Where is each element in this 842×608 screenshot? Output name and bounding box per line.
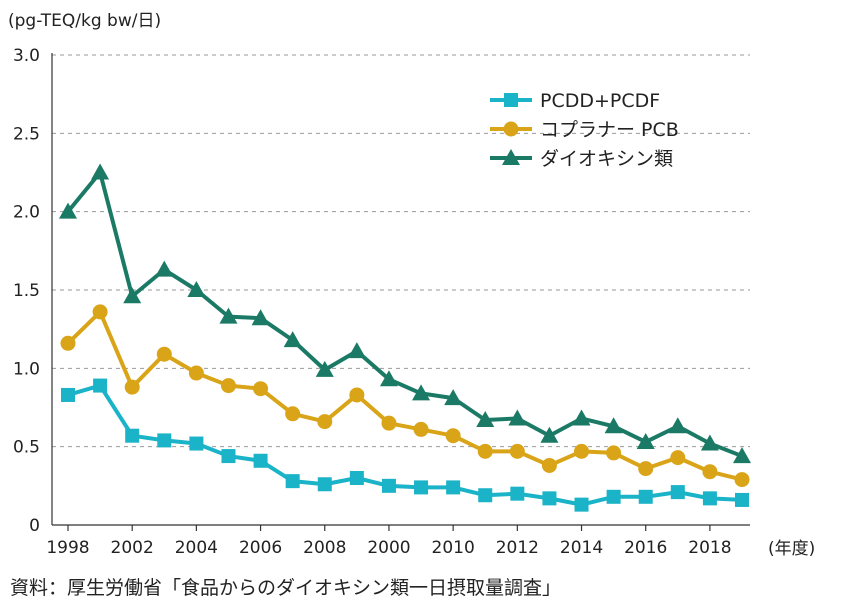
x-tick-label: 2016	[624, 538, 667, 558]
data-point-square	[574, 497, 589, 512]
data-point-triangle	[155, 260, 174, 277]
data-point-circle	[220, 378, 236, 394]
data-point-circle	[124, 379, 140, 395]
data-point-circle	[188, 365, 204, 381]
data-point-circle	[541, 457, 557, 473]
data-point-triangle	[347, 342, 366, 359]
x-tick-label: 2018	[688, 538, 731, 558]
series-line-square	[67, 383, 743, 507]
data-point-circle	[606, 445, 622, 461]
data-point-triangle	[59, 202, 77, 219]
data-point-circle	[349, 387, 365, 403]
data-point-triangle	[315, 360, 334, 377]
data-point-circle	[702, 464, 718, 480]
x-tick-label: 2004	[175, 538, 218, 558]
data-point-triangle	[733, 447, 751, 464]
y-tick-label: 0.5	[13, 438, 40, 458]
data-point-circle	[60, 335, 76, 351]
data-point-square	[253, 453, 268, 468]
data-point-circle	[509, 443, 525, 459]
y-tick-label: 1.5	[13, 281, 40, 301]
x-axis-unit-label: (年度)	[768, 539, 816, 559]
data-point-square	[510, 486, 525, 501]
data-point-triangle	[219, 307, 238, 324]
x-tick-label: 1998	[46, 538, 89, 558]
data-point-square	[638, 489, 653, 504]
data-point-triangle	[604, 417, 623, 434]
x-tick-label: 2014	[560, 538, 603, 558]
data-point-square	[606, 489, 621, 504]
data-point-square	[542, 491, 557, 506]
data-point-triangle	[636, 432, 655, 449]
data-point-circle	[381, 415, 397, 431]
data-point-square	[189, 436, 204, 451]
data-point-circle	[670, 450, 686, 466]
series-line-triangle	[66, 170, 743, 458]
data-point-circle	[156, 346, 172, 362]
source-note: 資料：厚生労働省「食品からのダイオキシン類一日摂取量調査」	[10, 577, 562, 599]
data-point-circle	[92, 304, 108, 320]
series-line-circle	[66, 309, 743, 482]
legend-marker-square	[504, 93, 518, 107]
x-tick-label: 2000	[367, 538, 410, 558]
x-tick-label: 2006	[239, 538, 282, 558]
data-point-circle	[638, 461, 654, 477]
data-point-triangle	[91, 163, 110, 180]
x-tick-label: 2012	[496, 538, 539, 558]
y-tick-label: 0	[29, 516, 40, 536]
data-point-square	[317, 477, 332, 492]
data-point-square	[93, 378, 108, 393]
data-point-triangle	[668, 417, 687, 434]
data-point-circle	[253, 381, 269, 397]
legend-marker-circle	[503, 121, 519, 137]
data-point-circle	[413, 421, 429, 437]
data-point-square	[414, 480, 429, 495]
data-point-triangle	[379, 370, 398, 387]
data-point-square	[61, 387, 75, 402]
x-tick-label: 2008	[303, 538, 346, 558]
y-tick-label: 1.0	[13, 359, 40, 379]
y-tick-label: 3.0	[13, 46, 40, 66]
data-point-square	[381, 478, 396, 493]
data-point-square	[221, 449, 236, 464]
data-point-square	[157, 433, 172, 448]
data-point-circle	[317, 414, 333, 430]
data-point-triangle	[444, 389, 463, 406]
data-point-square	[125, 428, 140, 443]
data-point-square	[446, 480, 461, 495]
data-point-triangle	[476, 411, 495, 428]
data-point-triangle	[700, 434, 719, 451]
data-point-circle	[734, 472, 750, 488]
y-axis-unit-label: (pg-TEQ/kg bw/日)	[8, 11, 162, 31]
data-point-square	[670, 485, 685, 500]
legend-label: ダイオキシン類	[540, 148, 673, 170]
data-point-square	[702, 491, 717, 506]
data-point-triangle	[187, 281, 206, 297]
y-tick-label: 2.0	[13, 203, 40, 223]
x-tick-label: 2002	[111, 538, 154, 558]
data-point-circle	[285, 406, 301, 422]
data-point-square	[478, 488, 493, 503]
data-point-circle	[574, 443, 590, 459]
y-tick-label: 2.5	[13, 124, 40, 144]
data-point-triangle	[572, 409, 591, 426]
data-point-square	[735, 492, 749, 507]
x-tick-label: 2010	[432, 538, 475, 558]
data-point-circle	[477, 443, 493, 459]
data-point-triangle	[251, 309, 270, 326]
data-point-triangle	[508, 409, 527, 426]
data-point-triangle	[540, 426, 559, 443]
data-point-triangle	[123, 287, 142, 304]
data-point-triangle	[412, 384, 431, 401]
data-point-triangle	[283, 331, 302, 348]
data-point-square	[285, 474, 300, 489]
data-point-square	[349, 471, 364, 485]
legend-label: PCDD+PCDF	[540, 90, 660, 112]
legend-label: コプラナー PCB	[540, 119, 679, 141]
data-point-circle	[445, 428, 461, 444]
legend-marker-triangle	[502, 149, 520, 165]
